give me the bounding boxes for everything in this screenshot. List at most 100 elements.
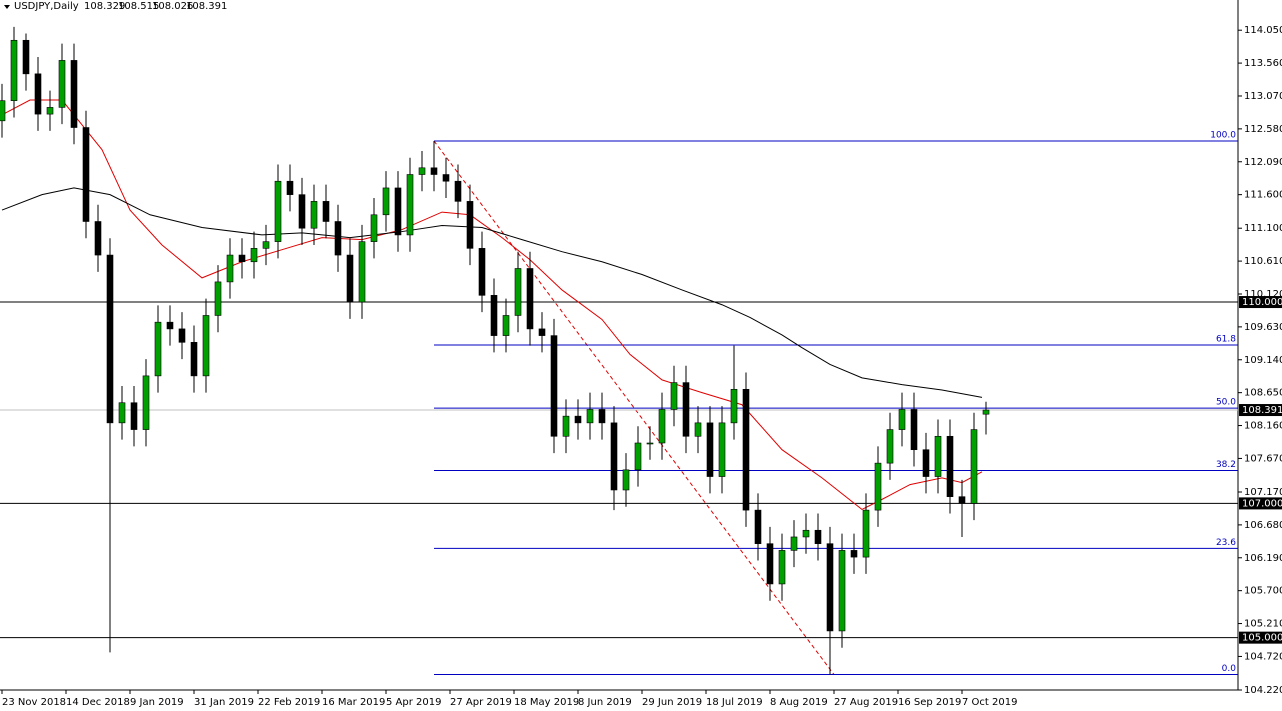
candle-body — [838, 550, 846, 632]
y-tick-label: 105.700 — [1244, 586, 1282, 597]
candle-body — [34, 73, 42, 115]
candle-body — [490, 295, 498, 336]
y-tick-label: 112.580 — [1244, 124, 1282, 135]
candle-body — [478, 248, 486, 296]
y-tick-label: 106.190 — [1244, 553, 1282, 564]
candle-body — [790, 536, 798, 551]
y-tick-label: 113.560 — [1244, 58, 1282, 69]
y-tick-label: 108.160 — [1244, 421, 1282, 432]
candle-body — [154, 321, 162, 377]
candle-body — [754, 509, 762, 544]
candle-body — [22, 39, 30, 75]
candle-body — [226, 254, 234, 283]
candle-body — [466, 201, 474, 249]
candle-body — [766, 543, 774, 585]
candle-body — [310, 201, 318, 229]
candle-body — [166, 321, 174, 330]
candle-body — [538, 328, 546, 336]
x-tick-label: 9 Jan 2019 — [130, 697, 184, 708]
candle-body — [70, 60, 78, 128]
y-tick-label: 109.140 — [1244, 355, 1282, 366]
x-tick-label: 14 Dec 2018 — [66, 697, 130, 708]
candle-body — [574, 415, 582, 424]
candle-body — [346, 254, 354, 303]
candle-body — [550, 335, 558, 437]
candle-body — [682, 382, 690, 437]
price-level-box — [1239, 497, 1282, 510]
y-tick-label: 107.170 — [1244, 487, 1282, 498]
candle-body — [778, 550, 786, 585]
x-tick-label: 18 May 2019 — [514, 697, 579, 708]
candle-body — [10, 39, 18, 101]
candle-body — [322, 201, 330, 222]
candle-body — [142, 375, 150, 430]
candle-body — [274, 180, 282, 242]
candle-body — [622, 469, 630, 491]
x-tick-label: 5 Apr 2019 — [386, 697, 441, 708]
candle-body — [886, 429, 894, 464]
candle-body — [46, 107, 54, 115]
candle-body — [658, 409, 666, 444]
candle-body — [742, 388, 750, 511]
y-tick-label: 110.610 — [1244, 256, 1282, 267]
candle-body — [106, 254, 114, 424]
fib-label: 100.0 — [1210, 130, 1236, 140]
candle-body — [298, 194, 306, 229]
candle-body — [586, 409, 594, 424]
candle-body — [646, 442, 654, 445]
x-tick-label: 23 Nov 2018 — [2, 697, 66, 708]
y-tick-label: 106.680 — [1244, 520, 1282, 531]
candle-body — [802, 529, 810, 538]
y-tick-label: 111.100 — [1244, 223, 1282, 234]
candle-body — [262, 241, 270, 249]
x-tick-label: 29 Jun 2019 — [642, 697, 702, 708]
x-tick-label: 22 Feb 2019 — [258, 697, 320, 708]
ohlc-close: 108.391 — [186, 1, 227, 12]
x-tick-label: 31 Jan 2019 — [194, 697, 254, 708]
candle-body — [850, 550, 858, 558]
price-level-label: 110.000 — [1242, 297, 1282, 308]
candle-body — [430, 167, 438, 175]
candle-body — [610, 422, 618, 491]
fib-trend-line — [433, 140, 835, 675]
candle-body — [178, 328, 186, 343]
candle-body — [418, 167, 426, 175]
y-tick-label: 107.670 — [1244, 453, 1282, 464]
candle-body — [730, 388, 738, 424]
candle-body — [0, 100, 6, 122]
y-tick-label: 111.600 — [1244, 190, 1282, 201]
candle-body — [118, 402, 126, 424]
price-level-label: 105.000 — [1242, 633, 1282, 644]
candle-body — [634, 442, 642, 471]
candle-body — [502, 315, 510, 336]
current-price-box — [1239, 404, 1282, 417]
fib-label: 38.2 — [1216, 460, 1236, 470]
candle-body — [898, 409, 906, 430]
x-tick-label: 8 Aug 2019 — [770, 697, 828, 708]
candle-body — [214, 281, 222, 316]
candle-body — [958, 496, 966, 504]
y-tick-label: 110.120 — [1244, 289, 1282, 300]
candle-body — [598, 409, 606, 424]
x-tick-label: 27 Aug 2019 — [834, 697, 898, 708]
menu-arrow[interactable] — [4, 5, 10, 9]
ohlc-low: 108.026 — [152, 1, 193, 12]
candle-body — [922, 449, 930, 477]
fib-label: 50.0 — [1216, 398, 1236, 408]
candle-body — [562, 415, 570, 437]
y-tick-label: 113.070 — [1244, 91, 1282, 102]
y-tick-label: 104.720 — [1244, 651, 1282, 662]
candle-body — [94, 221, 102, 256]
y-tick-label: 108.650 — [1244, 388, 1282, 399]
price-level-label: 107.000 — [1242, 498, 1282, 509]
moving-average — [1, 187, 983, 398]
candle-body — [130, 402, 138, 430]
y-tick-label: 114.050 — [1244, 25, 1282, 36]
x-tick-label: 16 Mar 2019 — [322, 697, 385, 708]
y-tick-label: 104.220 — [1244, 685, 1282, 696]
ohlc-high: 108.515 — [118, 1, 159, 12]
candle-body — [826, 543, 834, 632]
x-tick-label: 8 Jun 2019 — [578, 697, 632, 708]
moving-average — [1, 99, 983, 511]
